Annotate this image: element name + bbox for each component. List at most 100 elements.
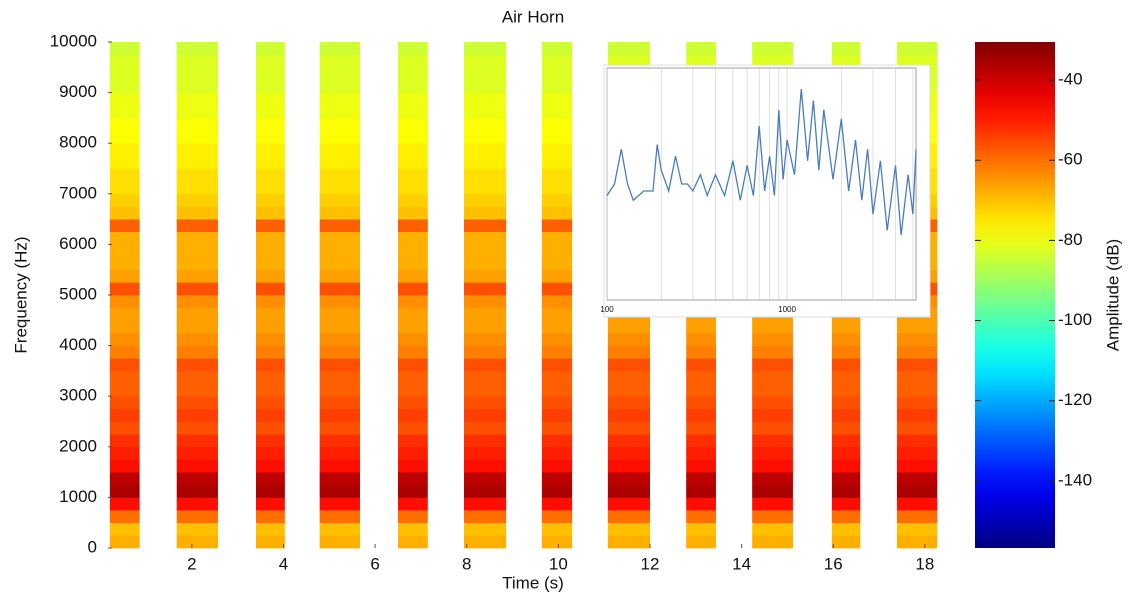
spectrogram-cell <box>463 408 507 422</box>
spectrogram-cell <box>752 54 793 68</box>
spectrogram-cell <box>463 421 507 435</box>
spectrogram-cell <box>255 181 285 195</box>
spectrogram-cell <box>319 67 360 81</box>
spectrogram-cell <box>541 269 573 283</box>
spectrogram-cell <box>607 370 650 384</box>
spectrogram-cell <box>319 282 360 296</box>
spectrogram-cell <box>541 510 573 523</box>
spectrogram-cell <box>831 54 861 68</box>
spectrogram-cell <box>896 497 938 511</box>
spectrogram-cell <box>686 408 716 422</box>
spectrogram-cell <box>176 472 218 486</box>
spectrogram-cell <box>176 79 218 93</box>
spectrogram-cell <box>176 181 218 195</box>
spectrogram-cell <box>109 206 140 220</box>
inset-chart: 100 1000 <box>600 64 931 318</box>
spectrogram-cell <box>896 472 938 486</box>
spectrogram-cell <box>319 219 360 233</box>
spectrogram-cell <box>255 282 285 296</box>
spectrogram-cell <box>607 434 650 448</box>
spectrogram-cell <box>686 370 716 384</box>
spectrogram-cell <box>463 396 507 410</box>
spectrogram-cell <box>463 307 507 321</box>
spectrogram-cell <box>463 345 507 359</box>
spectrogram-cell <box>686 383 716 397</box>
spectrogram-cell <box>607 522 650 536</box>
spectrogram-cell <box>463 320 507 334</box>
spectrogram-cell <box>752 421 793 435</box>
spectrogram-cell <box>607 383 650 397</box>
spectrogram-cell <box>109 54 140 68</box>
spectrogram-cell <box>607 408 650 422</box>
spectrogram-cell <box>831 421 861 435</box>
x-tick-label: 100 <box>600 305 614 314</box>
colorbar: -40 -60 -80 -100 -120 -140 <box>975 42 1092 548</box>
spectrogram-cell <box>752 446 793 460</box>
spectrogram-cell <box>831 383 861 397</box>
spectrogram-cell <box>541 446 573 460</box>
spectrogram-cell <box>541 219 573 233</box>
spectrogram-cell <box>398 130 428 144</box>
spectrogram-cell <box>398 155 428 169</box>
spectrogram-cell <box>541 181 573 195</box>
spectrogram-cell <box>255 345 285 359</box>
x-tick-label: 4 <box>279 554 288 573</box>
spectrogram-cell <box>831 484 861 498</box>
spectrogram-cell <box>541 105 573 119</box>
spectrogram-cell <box>398 408 428 422</box>
spectrogram-cell <box>398 42 428 55</box>
spectrogram-cell <box>255 92 285 106</box>
y-tick-label: 10000 <box>50 31 97 50</box>
spectrogram-cell <box>896 345 938 359</box>
spectrogram-cell <box>319 92 360 106</box>
spectrogram-cell <box>463 484 507 498</box>
y-tick-label: 0 <box>88 537 97 556</box>
spectrogram-cell <box>686 54 716 68</box>
spectrogram-cell <box>109 472 140 486</box>
spectrogram-cell <box>896 383 938 397</box>
spectrogram-cell <box>896 332 938 346</box>
spectrogram-cell <box>255 143 285 157</box>
spectrogram-cell <box>463 244 507 258</box>
spectrogram-cell <box>398 244 428 258</box>
spectrogram-cell <box>109 42 140 55</box>
spectrogram-cell <box>463 42 507 55</box>
spectrogram-cell <box>896 510 938 523</box>
spectrogram-cell <box>319 244 360 258</box>
spectrogram-cell <box>463 54 507 68</box>
y-tick-label: 5000 <box>59 284 97 303</box>
line-series <box>606 88 917 236</box>
spectrogram-cell <box>541 244 573 258</box>
spectrogram-cell <box>398 92 428 106</box>
spectrogram-cell <box>752 358 793 372</box>
spectrogram-cell <box>255 358 285 372</box>
spectrogram-cell <box>463 459 507 473</box>
spectrogram-cell <box>176 383 218 397</box>
x-tick-label: 2 <box>187 554 196 573</box>
spectrogram-cell <box>398 522 428 536</box>
spectrogram-cell <box>176 269 218 283</box>
spectrogram-cell <box>686 332 716 346</box>
spectrogram-cell <box>398 332 428 346</box>
spectrogram-cell <box>319 459 360 473</box>
spectrogram-cell <box>255 370 285 384</box>
spectrogram-cell <box>398 320 428 334</box>
spectrogram-cell <box>463 231 507 245</box>
y-tick-label: 7000 <box>59 183 97 202</box>
spectrogram-cell <box>255 257 285 270</box>
spectrogram-cell <box>176 484 218 498</box>
spectrogram-cell <box>752 408 793 422</box>
spectrogram-cell <box>109 143 140 157</box>
spectrogram-cell <box>109 396 140 410</box>
spectrogram-cell <box>541 117 573 131</box>
spectrogram-cell <box>541 206 573 220</box>
spectrogram-cell <box>319 497 360 511</box>
spectrogram-cell <box>463 472 507 486</box>
spectrogram-cell <box>319 510 360 523</box>
spectrogram-cell <box>831 472 861 486</box>
spectrogram-cell <box>176 143 218 157</box>
spectrogram-cell <box>255 484 285 498</box>
spectrogram-cell <box>752 383 793 397</box>
spectrogram-cell <box>176 117 218 131</box>
spectrogram-cell <box>319 155 360 169</box>
